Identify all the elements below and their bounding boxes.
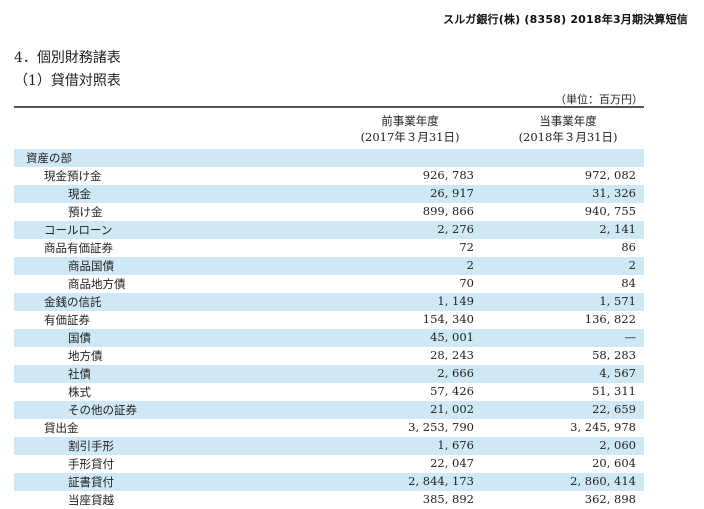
row-value-prev: 3, 253, 790 xyxy=(408,420,474,434)
row-value-prev: 2, 276 xyxy=(437,222,474,236)
row-value-curr: 136, 822 xyxy=(584,312,636,326)
table-row: 株式 57, 426 51, 311 xyxy=(14,383,644,401)
row-label: 現金預け金 xyxy=(44,169,102,183)
row-value-prev: 72 xyxy=(459,240,474,254)
row-value-curr: 362, 898 xyxy=(584,492,636,506)
row-value-prev: 2 xyxy=(466,258,474,272)
row-value-curr: 22, 659 xyxy=(592,402,636,416)
row-value-prev: 2, 666 xyxy=(437,366,474,380)
table-row: 証書貸付 2, 844, 173 2, 860, 414 xyxy=(14,473,644,491)
row-label: 商品国債 xyxy=(68,259,114,273)
row-label: 当座貸越 xyxy=(68,493,114,507)
row-value-prev: 385, 892 xyxy=(422,492,474,506)
column-header-prev-title: 前事業年度 xyxy=(381,114,439,128)
row-value-curr: 2, 860, 414 xyxy=(570,474,636,488)
row-label: 金銭の信託 xyxy=(44,295,102,309)
row-value-curr: 31, 326 xyxy=(592,186,636,200)
row-label: 国債 xyxy=(68,331,91,345)
table-row: 割引手形 1, 676 2, 060 xyxy=(14,437,644,455)
row-value-curr: 972, 082 xyxy=(584,168,636,182)
table-row: コールローン 2, 276 2, 141 xyxy=(14,221,644,239)
sub-title: （1）貸借対照表 xyxy=(14,73,121,89)
row-value-curr: 2, 141 xyxy=(599,222,636,236)
column-header-curr: 当事業年度 (2018年３月31日) xyxy=(494,113,642,145)
row-value-prev: 26, 917 xyxy=(430,186,474,200)
column-header-prev-date: (2017年３月31日) xyxy=(360,130,460,144)
row-label: 商品地方債 xyxy=(68,277,126,291)
table-row: 資産の部 xyxy=(14,149,644,167)
row-value-curr: 2, 060 xyxy=(599,438,636,452)
table-row: その他の証券 21, 002 22, 659 xyxy=(14,401,644,419)
row-value-prev: 1, 149 xyxy=(437,294,474,308)
table-row: 有価証券 154, 340 136, 822 xyxy=(14,311,644,329)
row-value-prev: 926, 783 xyxy=(422,168,474,182)
row-value-curr: 84 xyxy=(621,276,636,290)
table-row: 預け金 899, 866 940, 755 xyxy=(14,203,644,221)
row-label: 現金 xyxy=(68,187,91,201)
row-value-prev: 22, 047 xyxy=(430,456,474,470)
row-value-prev: 70 xyxy=(459,276,474,290)
table-row: 現金預け金 926, 783 972, 082 xyxy=(14,167,644,185)
row-value-prev: 45, 001 xyxy=(430,330,474,344)
row-value-curr: 4, 567 xyxy=(599,366,636,380)
table-row: 当座貸越 385, 892 362, 898 xyxy=(14,491,644,509)
table-row: 社債 2, 666 4, 567 xyxy=(14,365,644,383)
table-row: 手形貸付 22, 047 20, 604 xyxy=(14,455,644,473)
table-row: 金銭の信託 1, 149 1, 571 xyxy=(14,293,644,311)
row-label: 資産の部 xyxy=(26,151,72,165)
row-value-curr: 3, 245, 978 xyxy=(570,420,636,434)
table-row: 地方債 28, 243 58, 283 xyxy=(14,347,644,365)
table-row: 現金 26, 917 31, 326 xyxy=(14,185,644,203)
row-value-prev: 21, 002 xyxy=(430,402,474,416)
row-label: その他の証券 xyxy=(68,403,137,417)
row-value-curr: 20, 604 xyxy=(592,456,636,470)
row-label: コールローン xyxy=(44,223,113,237)
balance-sheet-table: 資産の部現金預け金 926, 783 972, 082 現金 26, 917 31, 32… xyxy=(14,149,644,509)
column-header-prev: 前事業年度 (2017年３月31日) xyxy=(336,113,484,145)
row-label: 有価証券 xyxy=(44,313,90,327)
row-label: 地方債 xyxy=(68,349,103,363)
table-row: 貸出金 3, 253, 790 3, 245, 978 xyxy=(14,419,644,437)
row-value-curr: — xyxy=(624,330,637,344)
row-value-curr: 51, 311 xyxy=(592,384,636,398)
row-label: 預け金 xyxy=(68,205,103,219)
row-value-curr: 1, 571 xyxy=(599,294,636,308)
row-label: 貸出金 xyxy=(44,421,79,435)
row-value-prev: 154, 340 xyxy=(422,312,474,326)
document-header: スルガ銀行(株) (8358) 2018年3月期決算短信 xyxy=(443,13,688,26)
row-label: 株式 xyxy=(68,385,91,399)
row-label: 証書貸付 xyxy=(68,475,114,489)
column-header-curr-date: (2018年３月31日) xyxy=(518,130,618,144)
column-header-curr-title: 当事業年度 xyxy=(539,114,597,128)
row-label: 社債 xyxy=(68,367,91,381)
row-value-prev: 1, 676 xyxy=(437,438,474,452)
table-row: 商品有価証券 72 86 xyxy=(14,239,644,257)
row-label: 割引手形 xyxy=(68,439,114,453)
row-label: 手形貸付 xyxy=(68,457,114,471)
row-value-curr: 86 xyxy=(621,240,636,254)
row-label: 商品有価証券 xyxy=(44,241,113,255)
unit-label: （単位：百万円） xyxy=(555,93,643,106)
section-title: 4．個別財務諸表 xyxy=(14,50,121,66)
row-value-prev: 28, 243 xyxy=(430,348,474,362)
row-value-curr: 2 xyxy=(628,258,636,272)
table-row: 商品地方債 70 84 xyxy=(14,275,644,293)
row-value-prev: 899, 866 xyxy=(422,204,474,218)
row-value-curr: 58, 283 xyxy=(592,348,636,362)
table-row: 商品国債 2 2 xyxy=(14,257,644,275)
row-value-curr: 940, 755 xyxy=(584,204,636,218)
table-top-rule xyxy=(14,106,644,108)
row-value-prev: 57, 426 xyxy=(430,384,474,398)
table-row: 国債 45, 001 — xyxy=(14,329,644,347)
row-value-prev: 2, 844, 173 xyxy=(408,474,474,488)
